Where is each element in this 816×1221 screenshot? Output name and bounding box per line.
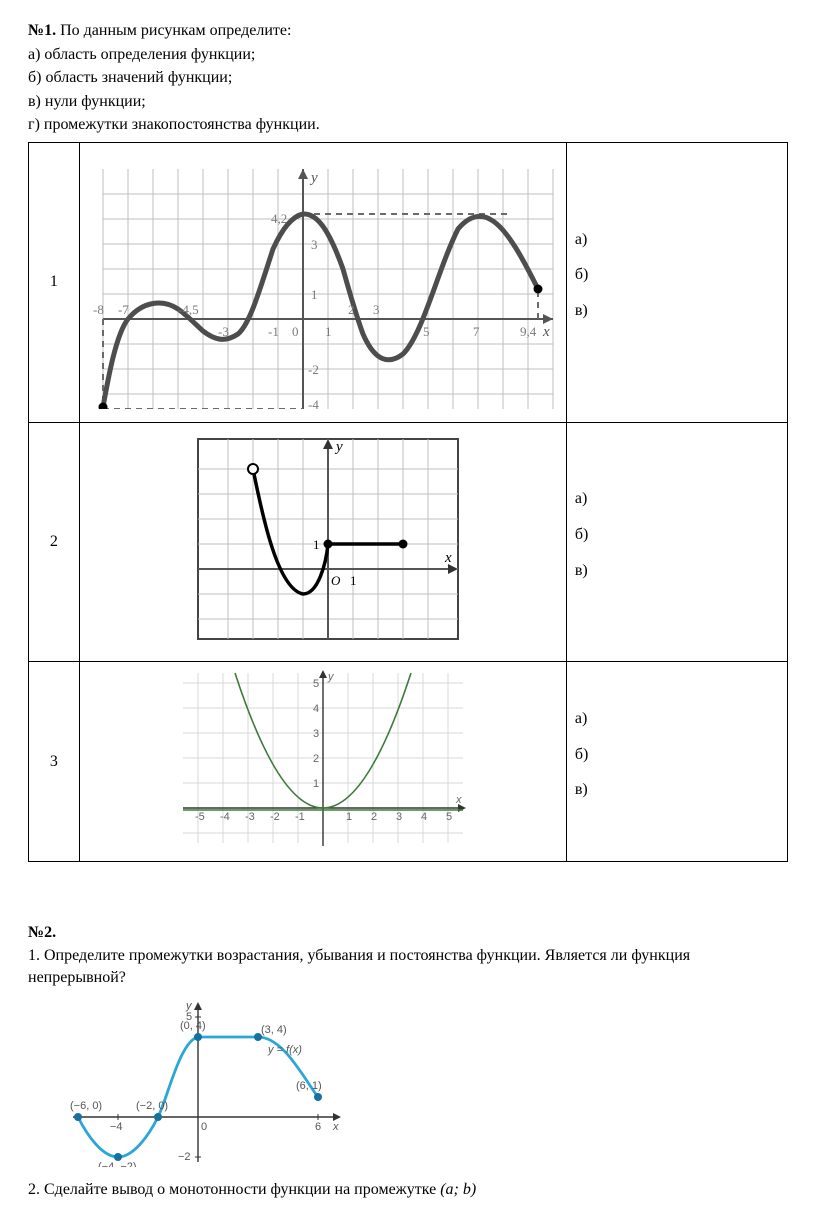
row2-c: в) [575, 560, 779, 582]
p2-heading: №2. [28, 922, 788, 944]
svg-text:0: 0 [292, 324, 299, 339]
p2-q2-interval: (a; b) [440, 1181, 476, 1198]
row2-b: б) [575, 524, 779, 546]
pt-label: (6, 1) [296, 1080, 322, 1092]
svg-text:x: x [332, 1121, 339, 1133]
svg-text:9,4: 9,4 [520, 324, 537, 339]
svg-text:-4: -4 [220, 811, 230, 823]
svg-text:O: O [331, 573, 341, 588]
row2-graph-cell: 1 O 1 x y [79, 422, 566, 662]
pt-label: (−2, 0) [136, 1100, 168, 1112]
svg-text:3: 3 [313, 728, 319, 740]
svg-text:3: 3 [373, 302, 380, 317]
svg-text:6: 6 [315, 1121, 321, 1133]
svg-text:3: 3 [311, 237, 318, 252]
svg-text:-7: -7 [118, 302, 129, 317]
fn-label: y = f(x) [267, 1044, 302, 1056]
row3-a: а) [575, 708, 779, 730]
svg-text:1: 1 [325, 324, 332, 339]
graph-1: -8 -7 -4,5 -3 -1 0 1 2 3 5 7 9,4 4,2 3 1… [88, 149, 558, 409]
svg-text:0: 0 [201, 1121, 207, 1133]
pt-label: (3, 4) [261, 1024, 287, 1036]
svg-text:−4: −4 [110, 1121, 123, 1133]
row1-graph-cell: -8 -7 -4,5 -3 -1 0 1 2 3 5 7 9,4 4,2 3 1… [79, 142, 566, 422]
svg-text:-8: -8 [93, 302, 104, 317]
p1-item-a: а) область определения функции; [28, 44, 788, 66]
svg-text:y: y [309, 170, 318, 186]
p1-heading: №1. По данным рисункам определите: [28, 20, 788, 42]
svg-text:4: 4 [313, 703, 319, 715]
svg-text:4,2: 4,2 [271, 211, 287, 226]
row2-answers: а) б) в) [566, 422, 787, 662]
svg-text:5: 5 [186, 1011, 192, 1023]
row3-c: в) [575, 779, 779, 801]
svg-text:5: 5 [446, 811, 452, 823]
svg-text:-1: -1 [295, 811, 305, 823]
svg-text:-3: -3 [245, 811, 255, 823]
svg-text:4: 4 [421, 811, 427, 823]
graph-3: -5 -4 -3 -2 -1 1 2 3 4 5 1 2 3 4 5 y x [173, 668, 473, 848]
p1-table: 1 [28, 142, 788, 862]
svg-text:1: 1 [350, 573, 357, 588]
row1-num: 1 [29, 142, 80, 422]
svg-text:1: 1 [311, 287, 318, 302]
p2-q2-text: 2. Сделайте вывод о монотонности функции… [28, 1181, 440, 1198]
row1-answers: а) б) в) [566, 142, 787, 422]
p1-item-d: г) промежутки знакопостоянства функции. [28, 114, 788, 136]
svg-text:-2: -2 [270, 811, 280, 823]
pt-label: (−4, −2) [98, 1161, 137, 1167]
row1-a: а) [575, 229, 779, 251]
p1-num: №1. [28, 22, 56, 39]
graph-2: 1 O 1 x y [178, 429, 468, 649]
svg-text:1: 1 [313, 778, 319, 790]
pt-label: (0, 4) [180, 1020, 206, 1032]
svg-text:2: 2 [348, 302, 355, 317]
p2-section: №2. 1. Определите промежутки возрастания… [28, 922, 788, 1201]
svg-text:5: 5 [313, 678, 319, 690]
graph-4: (−6, 0) (−4, −2) (−2, 0) (0, 4) (3, 4) (… [68, 997, 348, 1167]
row2-num: 2 [29, 422, 80, 662]
row1-c: в) [575, 300, 779, 322]
row3-num: 3 [29, 662, 80, 862]
table-row: 1 [29, 142, 788, 422]
row3-b: б) [575, 744, 779, 766]
svg-text:2: 2 [313, 753, 319, 765]
svg-text:x: x [455, 794, 462, 806]
p1-intro: По данным рисункам определите: [56, 22, 291, 39]
svg-text:-5: -5 [195, 811, 205, 823]
svg-text:-1: -1 [268, 324, 279, 339]
svg-text:5: 5 [423, 324, 430, 339]
svg-text:y: y [334, 439, 343, 455]
svg-text:2: 2 [371, 811, 377, 823]
p1-item-c: в) нули функции; [28, 91, 788, 113]
row3-answers: а) б) в) [566, 662, 787, 862]
svg-text:-2: -2 [308, 362, 319, 377]
svg-text:-4,5: -4,5 [178, 302, 199, 317]
p2-q2: 2. Сделайте вывод о монотонности функции… [28, 1179, 788, 1201]
svg-text:x: x [542, 324, 550, 340]
row1-b: б) [575, 264, 779, 286]
svg-text:1: 1 [313, 537, 320, 552]
p1-item-b: б) область значений функции; [28, 67, 788, 89]
svg-text:y: y [327, 671, 335, 683]
svg-text:1: 1 [346, 811, 352, 823]
svg-text:-4: -4 [308, 397, 319, 409]
table-row: 2 [29, 422, 788, 662]
svg-text:−2: −2 [178, 1151, 191, 1163]
svg-text:7: 7 [473, 324, 480, 339]
table-row: 3 [29, 662, 788, 862]
row2-a: а) [575, 488, 779, 510]
svg-text:x: x [444, 550, 452, 566]
svg-text:3: 3 [396, 811, 402, 823]
p2-q1: 1. Определите промежутки возрастания, уб… [28, 945, 788, 988]
pt-label: (−6, 0) [70, 1100, 102, 1112]
row3-graph-cell: -5 -4 -3 -2 -1 1 2 3 4 5 1 2 3 4 5 y x [79, 662, 566, 862]
svg-text:-3: -3 [218, 324, 229, 339]
